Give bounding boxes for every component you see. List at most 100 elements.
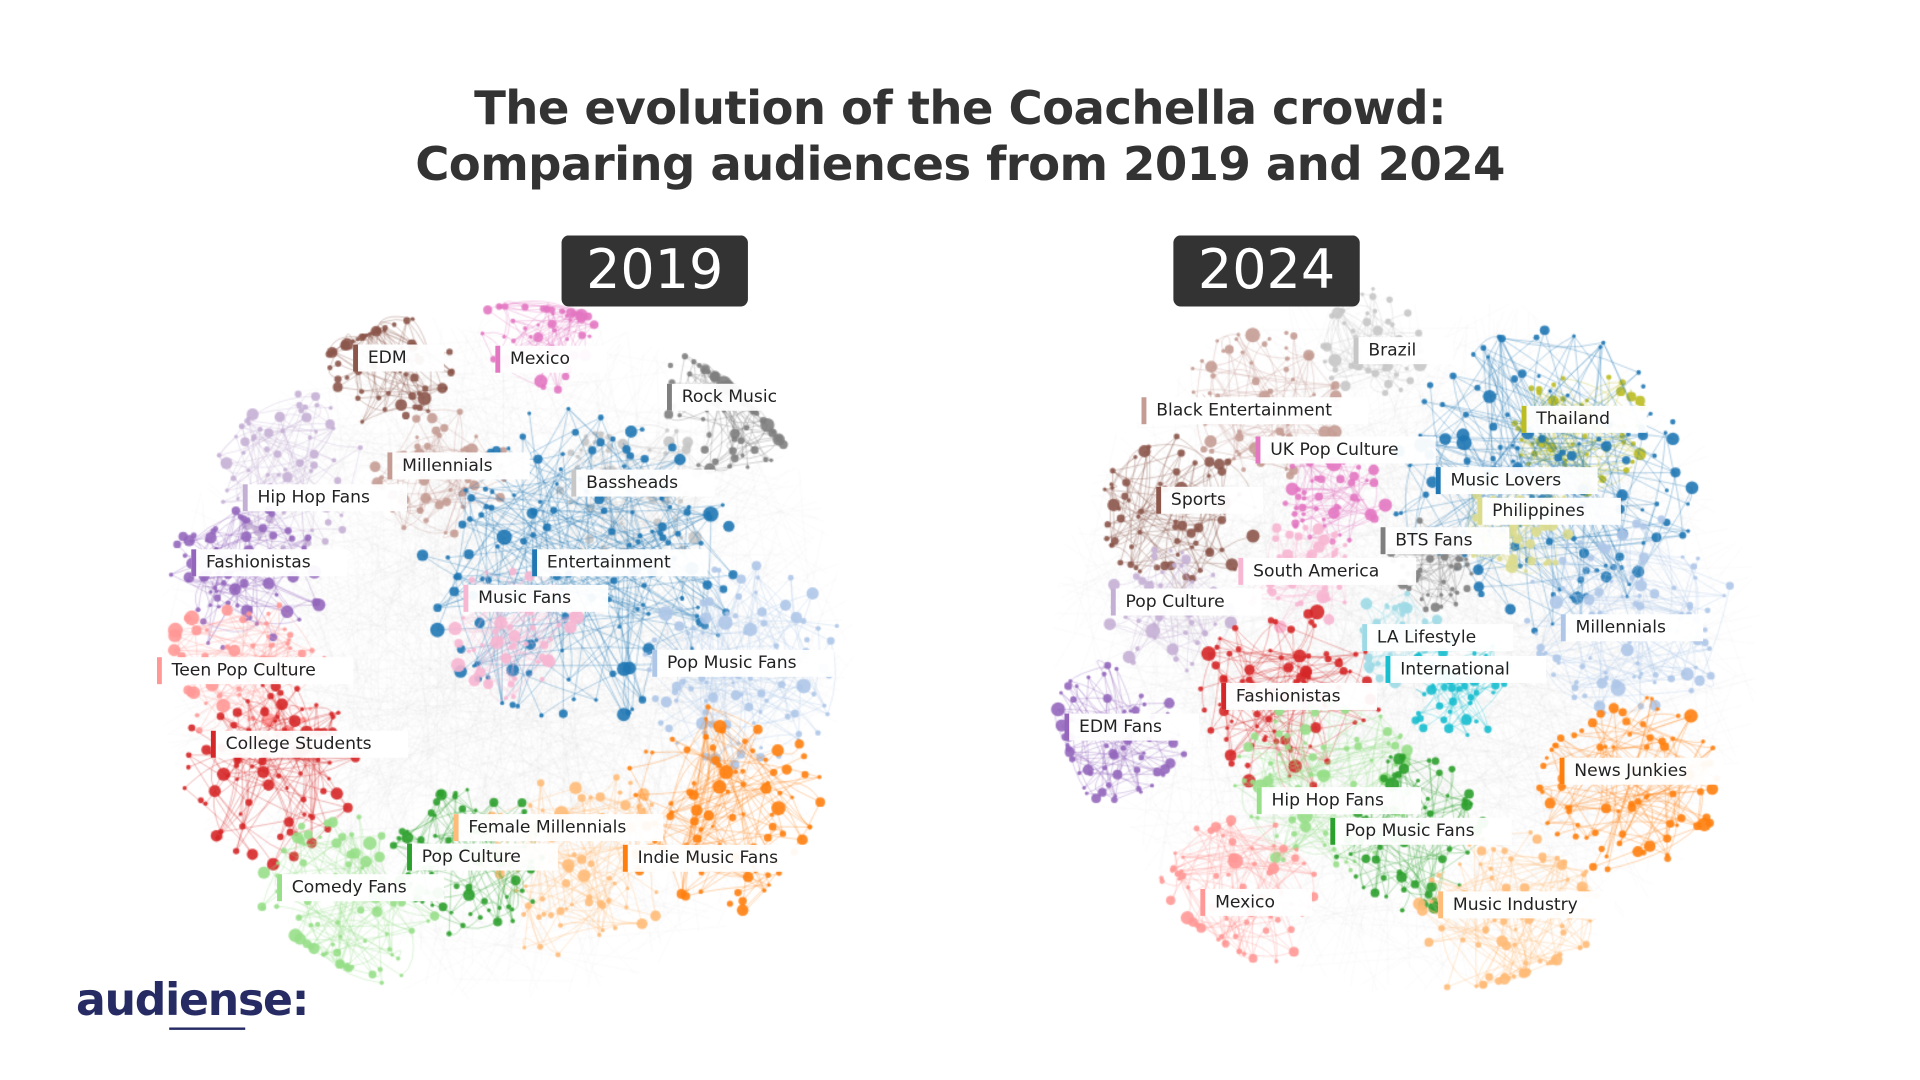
cluster-label-2019-entertainment: Entertainment <box>532 549 708 577</box>
cluster-label-2019-college-students: College Students <box>210 730 409 758</box>
cluster-color-marker <box>387 452 393 480</box>
cluster-label-2024-mexico: Mexico <box>1200 888 1312 916</box>
cluster-label-2024-la-lifestyle: LA Lifestyle <box>1362 624 1513 652</box>
cluster-label-2019-fashionistas: Fashionistas <box>191 549 348 577</box>
cluster-label-text: Female Millennials <box>468 817 627 838</box>
cluster-label-2019-edm: EDM <box>353 344 444 372</box>
title-line-1: The evolution of the Coachella crowd: <box>474 80 1446 135</box>
cluster-color-marker <box>1560 614 1566 642</box>
cluster-color-marker <box>453 814 459 842</box>
cluster-label-2024-edm-fans: EDM Fans <box>1064 713 1199 741</box>
cluster-label-text: Black Entertainment <box>1156 400 1332 421</box>
cluster-color-marker <box>1438 891 1444 919</box>
cluster-label-text: Indie Music Fans <box>637 848 779 869</box>
cluster-label-2024-international: International <box>1385 655 1547 683</box>
cluster-label-2019-music-fans: Music Fans <box>463 584 608 612</box>
cluster-color-marker <box>1110 588 1116 616</box>
cluster-label-2019-rock-music: Rock Music <box>666 383 814 411</box>
cluster-label-text: LA Lifestyle <box>1376 627 1477 648</box>
cluster-label-text: Comedy Fans <box>291 877 407 898</box>
cluster-label-text: Philippines <box>1492 501 1585 522</box>
cluster-label-text: Millennials <box>402 456 493 476</box>
cluster-color-marker <box>652 649 658 677</box>
cluster-label-2024-pop-culture: Pop Culture <box>1110 588 1262 616</box>
cluster-label-text: Pop Music Fans <box>1345 821 1475 842</box>
cluster-color-marker <box>1362 624 1368 652</box>
cluster-label-2024-fashionistas: Fashionistas <box>1221 682 1378 710</box>
cluster-label-2024-thailand: Thailand <box>1521 405 1647 433</box>
cluster-label-2019-comedy-fans: Comedy Fans <box>277 874 444 902</box>
cluster-label-text: Sports <box>1170 490 1226 511</box>
cluster-label-2019-bassheads: Bassheads <box>571 469 715 497</box>
cluster-label-2024-hip-hop-fans: Hip Hop Fans <box>1256 787 1421 815</box>
cluster-label-text: News Junkies <box>1574 761 1688 782</box>
cluster-color-marker <box>1255 436 1261 464</box>
cluster-color-marker <box>1330 817 1336 845</box>
cluster-label-2024-black-entertainment: Black Entertainment <box>1141 397 1369 425</box>
cluster-label-text: Teen Pop Culture <box>171 660 316 681</box>
cluster-label-text: South America <box>1253 561 1380 582</box>
cluster-color-marker <box>1385 655 1391 683</box>
cluster-label-text: Entertainment <box>546 552 671 573</box>
audiense-logo: audiense: <box>76 975 309 1027</box>
cluster-label-2024-bts-fans: BTS Fans <box>1380 527 1510 555</box>
cluster-color-marker <box>353 344 359 372</box>
cluster-label-text: Bassheads <box>586 473 679 493</box>
cluster-label-text: College Students <box>225 734 372 755</box>
cluster-color-marker <box>532 549 538 577</box>
cluster-label-2024-philippines: Philippines <box>1477 497 1622 525</box>
cluster-label-text: Hip Hop Fans <box>257 487 370 508</box>
cluster-color-marker <box>210 730 216 758</box>
year-badge-2024: 2024 <box>1173 235 1360 307</box>
cluster-color-marker <box>622 844 628 872</box>
cluster-color-marker <box>1141 397 1147 425</box>
cluster-color-marker <box>463 584 469 612</box>
cluster-label-2024-music-lovers: Music Lovers <box>1435 467 1599 495</box>
cluster-color-marker <box>495 345 501 373</box>
cluster-label-2024-brazil: Brazil <box>1353 337 1454 365</box>
cluster-color-marker <box>1353 337 1359 365</box>
cluster-label-text: Music Lovers <box>1450 470 1562 491</box>
cluster-label-text: Fashionistas <box>1235 686 1341 707</box>
cluster-label-2024-uk-pop-culture: UK Pop Culture <box>1255 436 1436 464</box>
cluster-label-text: UK Pop Culture <box>1270 440 1399 460</box>
cluster-color-marker <box>1380 527 1386 555</box>
cluster-label-2019-teen-pop-culture: Teen Pop Culture <box>156 657 353 685</box>
cluster-label-text: Pop Music Fans <box>666 653 797 674</box>
cluster-label-text: Music Industry <box>1452 895 1578 915</box>
year-badge-2019: 2019 <box>561 235 748 307</box>
logo-underline <box>169 1027 246 1030</box>
cluster-label-2024-sports: Sports <box>1156 486 1263 514</box>
cluster-label-2019-pop-music-fans: Pop Music Fans <box>652 649 834 677</box>
cluster-label-text: Hip Hop Fans <box>1271 790 1384 811</box>
cluster-color-marker <box>1238 557 1244 585</box>
cluster-color-marker <box>1156 486 1162 514</box>
cluster-label-text: Thailand <box>1536 409 1611 430</box>
cluster-label-2024-millennials: Millennials <box>1560 614 1703 642</box>
cluster-color-marker <box>1435 467 1441 495</box>
cluster-color-marker <box>191 549 197 577</box>
cluster-label-2024-news-junkies: News Junkies <box>1559 757 1724 785</box>
cluster-label-2019-pop-culture: Pop Culture <box>407 843 558 871</box>
cluster-label-2019-mexico: Mexico <box>495 345 607 373</box>
cluster-label-text: Music Fans <box>478 588 572 609</box>
cluster-label-text: BTS Fans <box>1395 530 1473 551</box>
cluster-color-marker <box>156 657 162 685</box>
cluster-label-2024-music-industry: Music Industry <box>1438 891 1615 919</box>
cluster-color-marker <box>277 874 283 902</box>
cluster-label-text: Mexico <box>1215 892 1276 913</box>
cluster-color-marker <box>1477 497 1483 525</box>
cluster-label-text: EDM Fans <box>1078 717 1162 737</box>
cluster-color-marker <box>1221 682 1227 710</box>
cluster-label-text: Mexico <box>510 349 571 370</box>
cluster-label-text: Fashionistas <box>205 552 311 573</box>
cluster-label-text: EDM <box>367 348 407 368</box>
cluster-color-marker <box>1521 405 1527 433</box>
cluster-label-2019-hip-hop-fans: Hip Hop Fans <box>242 484 407 512</box>
cluster-color-marker <box>242 484 248 512</box>
cluster-color-marker <box>1200 888 1206 916</box>
cluster-color-marker <box>407 843 412 871</box>
cluster-color-marker <box>1256 787 1262 815</box>
cluster-label-2024-pop-music-fans: Pop Music Fans <box>1330 817 1512 845</box>
cluster-label-2019-female-millennials: Female Millennials <box>453 814 664 842</box>
